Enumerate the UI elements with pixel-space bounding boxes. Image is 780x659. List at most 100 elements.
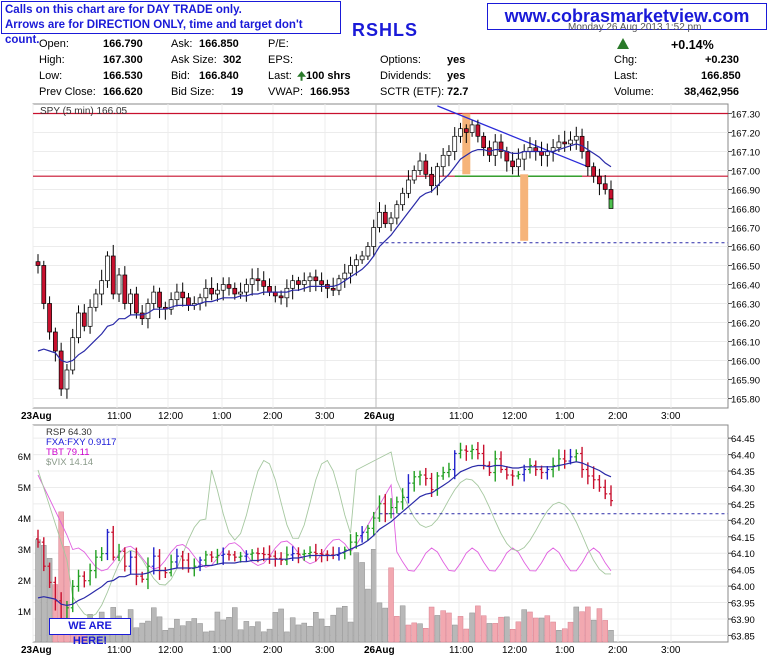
volume-bar — [203, 631, 209, 643]
candle-body — [53, 331, 58, 352]
volume-bar — [498, 616, 504, 643]
volume-bar — [382, 607, 389, 643]
candle-body — [255, 278, 261, 282]
ask-size-label: Ask Size: — [171, 54, 217, 66]
volume-bar — [376, 602, 383, 643]
candle-body — [579, 135, 585, 152]
volume-bar — [336, 607, 342, 643]
volume-bar — [226, 617, 232, 643]
volume-bar — [451, 624, 458, 643]
volume-bar — [295, 624, 302, 643]
volume-bar — [197, 623, 203, 643]
candle-body — [602, 183, 608, 190]
up-arrow-icon: 🠉 — [297, 71, 307, 83]
bid-size-value: 19 — [231, 86, 244, 98]
volume-bar — [590, 619, 597, 643]
volume-tick-label: 5M — [18, 483, 31, 494]
last-shares-value: 100 shrs — [306, 70, 351, 82]
candle-body — [463, 128, 469, 133]
volume-bar — [179, 625, 186, 643]
volume-bar — [232, 607, 238, 643]
upper-y-tick-label: 166.10 — [731, 338, 760, 349]
volume-bar — [480, 615, 487, 643]
bid-label: Bid: — [171, 70, 190, 82]
candle-body — [475, 124, 481, 137]
volume-bar — [46, 558, 53, 643]
candle-body — [116, 274, 122, 295]
upper-x-label: 26Aug — [364, 411, 395, 422]
candle-body — [382, 211, 388, 225]
volume-bar — [35, 539, 41, 643]
website-link[interactable]: www.cobrasmarketview.com — [487, 3, 767, 30]
candle-body — [47, 303, 52, 333]
lower-legend-item: TBT 79.11 — [46, 447, 89, 458]
volume-bar — [394, 616, 400, 643]
ticker-symbol: RSHLS — [352, 20, 419, 40]
volume-bar — [457, 616, 464, 643]
candle-body — [388, 217, 394, 225]
upper-y-tick-label: 167.00 — [731, 167, 760, 178]
candle-body — [99, 280, 105, 295]
volume-bar — [469, 612, 475, 643]
upper-x-label: 12:00 — [502, 411, 527, 422]
volume-bar — [260, 631, 267, 643]
chart-datetime: Monday 26 Aug 2013 1:52 pm — [568, 22, 702, 33]
volume-value: 38,462,956 — [684, 86, 740, 98]
candle-body — [377, 211, 382, 228]
upper-y-tick-label: 166.20 — [731, 319, 760, 330]
candle-body — [359, 255, 365, 261]
candle-body — [128, 293, 133, 304]
vwap-value: 166.953 — [310, 86, 350, 98]
lower-legend-item: RSP 64.30 — [46, 427, 92, 438]
volume-bar — [278, 608, 284, 643]
candle-body — [440, 154, 446, 168]
candle-body — [209, 287, 214, 295]
candle-body — [406, 179, 411, 194]
volume-bar — [168, 627, 174, 643]
lower-x-label: 2:00 — [608, 645, 628, 656]
lower-x-label: 12:00 — [158, 645, 183, 656]
lower-y-tick-label: 64.20 — [731, 516, 755, 527]
volume-bar — [596, 608, 603, 643]
lower-y-tick-label: 64.35 — [731, 467, 755, 478]
candle-body — [35, 261, 41, 266]
ask-label: Ask: — [171, 38, 193, 50]
candle-body — [93, 293, 99, 308]
lower-y-tick-label: 64.30 — [731, 483, 755, 494]
lower-x-label: 23Aug — [21, 645, 52, 656]
volume-bar — [475, 605, 481, 643]
volume-bar — [313, 612, 319, 643]
upper-y-tick-label: 166.40 — [731, 281, 760, 292]
upper-y-tick-label: 166.00 — [731, 357, 760, 368]
last-label: Last: — [268, 70, 292, 82]
disclaimer-line-1: Calls on this chart are for DAY TRADE on… — [5, 4, 242, 16]
candle-body — [365, 246, 371, 257]
candle-body — [284, 287, 290, 299]
rsp-moving-average — [37, 461, 612, 607]
candle-body — [458, 128, 463, 137]
volume-bar — [370, 549, 377, 643]
candle-body — [81, 312, 87, 327]
volume-bar — [509, 628, 516, 643]
volume-bar — [353, 552, 360, 643]
volume-bar — [220, 619, 226, 643]
candle-body — [41, 265, 47, 304]
volume-bar — [585, 606, 591, 643]
candle-body — [296, 280, 301, 285]
candle-body — [157, 291, 162, 308]
moving-average-line — [37, 143, 612, 364]
candle-body-last — [608, 198, 614, 209]
candle-body — [64, 369, 70, 390]
candle-body — [278, 295, 284, 299]
volume-bar — [573, 606, 580, 643]
candle-body — [446, 151, 452, 156]
volume-bar — [307, 625, 313, 643]
candle-body — [521, 151, 527, 160]
candle-body — [435, 166, 440, 187]
upper-x-label: 11:00 — [449, 411, 474, 422]
percent-change: +0.14% — [671, 38, 714, 52]
volume-bar — [156, 616, 163, 643]
dividends-label: Dividends: — [380, 70, 432, 82]
upper-x-label: 1:00 — [555, 411, 575, 422]
upper-x-label: 1:00 — [212, 411, 232, 422]
